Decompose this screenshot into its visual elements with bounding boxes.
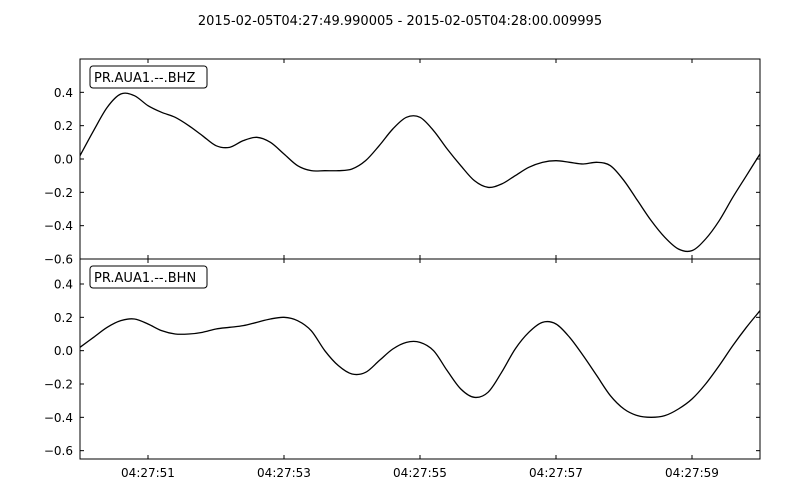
channel-label-text: PR.AUA1.--.BHZ [94,71,195,86]
y-tick-label: 0.2 [54,311,73,325]
x-tick-label: 04:27:51 [121,466,175,480]
y-tick-label: −0.6 [44,253,73,267]
channel-label-box [89,65,208,89]
trace-line [79,310,761,418]
y-tick-label: −0.2 [44,186,73,200]
x-tick-label: 04:27:59 [665,466,719,480]
y-tick-label: 0.0 [54,344,73,358]
panel-1: 0.4 0.2 0.0 −0.2 −0.4 −0.6 PR.AUA1.--.BHZ [44,58,761,267]
y-tick-label: 0.0 [54,153,73,167]
chart-title: 2015-02-05T04:27:49.990005 - 2015-02-05T… [198,14,602,29]
y-tick-label: −0.4 [44,219,73,233]
panel-2: 0.4 0.2 0.0 −0.2 −0.4 −0.6 PR.AUA1.--.BHN [44,258,761,460]
channel-label: PR.AUA1.--.BHN [89,265,208,289]
y-tick-label: −0.6 [44,444,73,458]
channel-label: PR.AUA1.--.BHZ [89,65,208,89]
x-tick-label: 04:27:55 [393,466,447,480]
axes-frame [79,258,761,460]
y-tick-label: −0.4 [44,411,73,425]
channel-label-box [89,265,208,289]
y-tick-label: 0.2 [54,119,73,133]
y-tick-label: 0.4 [54,86,73,100]
trace-line [79,92,761,253]
channel-label-text: PR.AUA1.--.BHN [94,271,196,286]
x-tick-label: 04:27:53 [257,466,311,480]
x-tick-label: 04:27:57 [529,466,583,480]
y-tick-label: 0.4 [54,278,73,292]
y-tick-label: −0.2 [44,378,73,392]
